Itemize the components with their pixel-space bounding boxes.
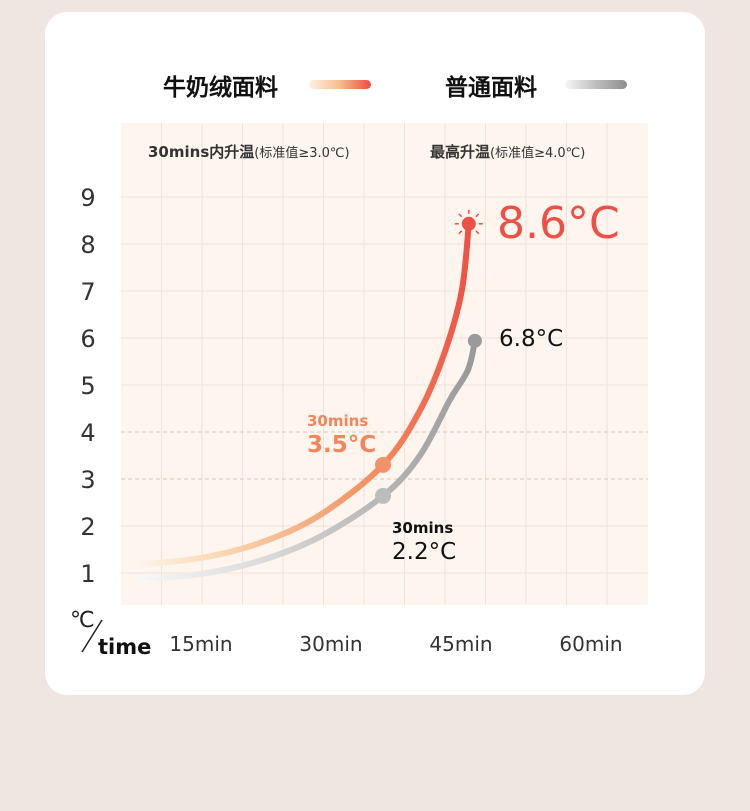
- legend-swatch-regular: [565, 80, 627, 89]
- y-tick-label: 6: [80, 325, 95, 353]
- sun-icon: [454, 209, 483, 235]
- x-tick-label: 60min: [559, 632, 622, 656]
- annotation-value: 2.2°C: [392, 539, 456, 565]
- legend-swatch-milk-velvet: [309, 80, 371, 89]
- sun-icon-core: [461, 216, 476, 231]
- annotation-label: 30mins: [392, 519, 453, 537]
- annotation-max-value: 6.8°C: [499, 326, 563, 352]
- plot-area: [121, 123, 648, 605]
- y-tick-label: 2: [80, 513, 95, 541]
- x-axis-unit: time: [98, 635, 151, 659]
- y-tick-label: 3: [80, 466, 95, 494]
- sun-ray: [475, 213, 480, 218]
- axis-unit-divider: [81, 619, 103, 653]
- y-axis-unit: ℃: [70, 608, 95, 633]
- y-tick-label: 1: [80, 560, 95, 588]
- x-tick-label: 15min: [169, 632, 232, 656]
- x-tick-label: 45min: [429, 632, 492, 656]
- y-tick-label: 5: [80, 372, 95, 400]
- data-point-marker: [375, 487, 391, 504]
- legend-label-regular: 普通面料: [445, 75, 537, 101]
- y-tick-label: 9: [80, 184, 95, 212]
- header-note-max: 最高升温(标准值≥4.0℃): [430, 143, 585, 161]
- data-point-marker: [375, 456, 391, 473]
- sun-ray: [458, 230, 463, 235]
- x-tick-label: 30min: [299, 632, 362, 656]
- sun-ray: [475, 230, 480, 235]
- legend-label-milk-velvet: 牛奶绒面料: [163, 75, 278, 101]
- annotation-max-value: 8.6°C: [497, 198, 620, 249]
- annotation-label: 30mins: [307, 412, 368, 430]
- sun-ray: [458, 213, 463, 218]
- y-tick-label: 7: [80, 278, 95, 306]
- data-point-marker: [467, 333, 482, 348]
- annotation-value: 3.5°C: [307, 432, 376, 458]
- header-note-30min: 30mins内升温(标准值≥3.0℃): [148, 143, 350, 161]
- y-tick-label: 4: [80, 419, 95, 447]
- y-tick-label: 8: [80, 231, 95, 259]
